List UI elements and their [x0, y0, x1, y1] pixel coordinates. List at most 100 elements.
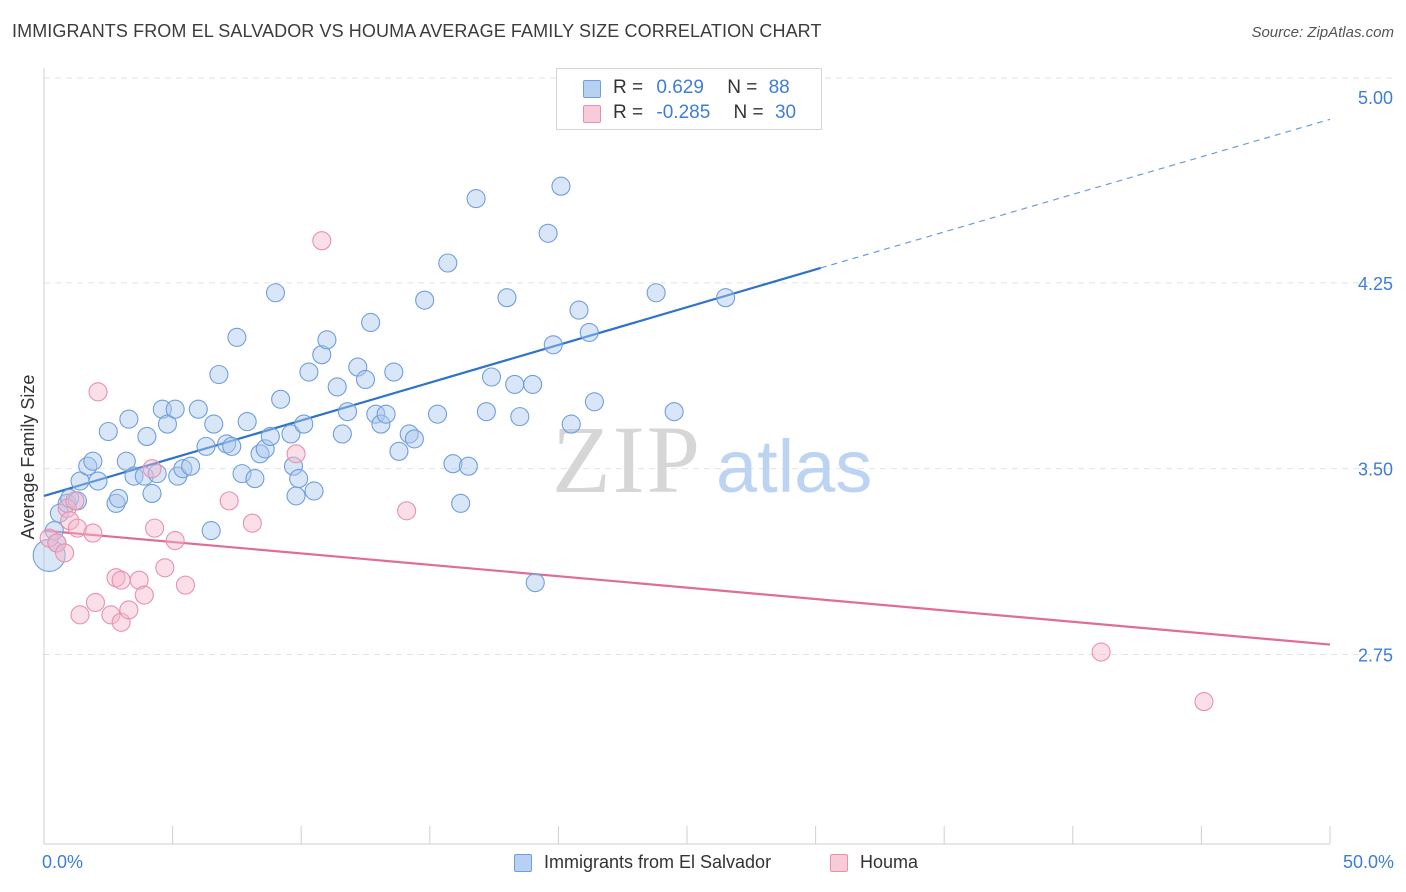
data-point-el-salvador: [543, 335, 563, 355]
data-point-houma: [286, 444, 306, 464]
grid-lines: [44, 77, 1392, 655]
data-point-el-salvador: [289, 469, 309, 489]
data-point-el-salvador: [458, 456, 478, 476]
data-point-el-salvador: [106, 493, 126, 513]
data-point-el-salvador: [376, 404, 396, 424]
r-label: R =: [613, 77, 644, 98]
data-point-el-salvador: [389, 441, 409, 461]
data-point-houma: [129, 570, 149, 590]
data-point-el-salvador: [510, 407, 530, 427]
data-point-el-salvador: [371, 414, 391, 434]
data-point-el-salvador: [404, 429, 424, 449]
data-point-el-salvador: [505, 374, 525, 394]
data-point-el-salvador: [317, 330, 337, 350]
watermark-zip: ZIP: [552, 406, 702, 513]
data-point-el-salvador: [579, 322, 599, 342]
data-point-el-salvador: [119, 409, 139, 429]
data-point-el-salvador: [299, 362, 319, 382]
data-point-el-salvador: [332, 424, 352, 444]
data-point-el-salvador: [538, 223, 558, 243]
data-point-houma: [142, 459, 162, 479]
data-point-houma: [242, 513, 262, 533]
data-point-houma: [88, 382, 108, 402]
n-value: 30: [774, 102, 797, 123]
y-tick-labels: 2.75 3.50 4.25 5.00: [1358, 88, 1393, 666]
data-point-el-salvador: [304, 481, 324, 501]
data-point-el-salvador: [165, 399, 185, 419]
data-point-el-salvador: [584, 392, 604, 412]
data-point-el-salvador: [204, 414, 224, 434]
data-point-el-salvador: [255, 439, 275, 459]
data-point-el-salvador: [327, 377, 347, 397]
data-point-el-salvador: [157, 414, 178, 434]
data-point-el-salvador: [265, 283, 286, 303]
data-point-houma: [111, 570, 131, 590]
data-point-el-salvador: [142, 483, 162, 503]
data-point-houma: [55, 543, 75, 563]
y-tick-label: 4.25: [1358, 274, 1393, 294]
data-point-houma: [83, 523, 103, 543]
data-point-el-salvador: [716, 288, 736, 308]
data-point-el-salvador: [438, 253, 458, 273]
data-point-el-salvador: [569, 300, 589, 320]
data-point-el-salvador: [222, 436, 242, 456]
r-value: 0.629: [656, 77, 704, 98]
correlation-legend: R = 0.629 N = 88 R = -0.285 N = 30: [556, 68, 822, 130]
data-point-el-salvador: [523, 374, 543, 394]
axes: [43, 68, 1331, 845]
data-point-el-salvador: [355, 369, 376, 390]
r-value: -0.285: [656, 102, 711, 123]
data-point-el-salvador: [260, 426, 280, 447]
data-points: [32, 176, 1214, 712]
r-label: R =: [613, 102, 644, 123]
data-point-el-salvador: [173, 459, 193, 479]
data-point-el-salvador: [497, 288, 517, 308]
watermark-atlas: atlas: [716, 425, 872, 508]
data-point-houma: [219, 491, 239, 511]
data-point-el-salvador: [181, 456, 201, 476]
n-label: N =: [727, 77, 758, 98]
legend-swatch-blue: [583, 80, 601, 98]
y-tick-label: 2.75: [1358, 646, 1393, 666]
data-point-houma: [106, 568, 126, 588]
data-point-el-salvador: [124, 466, 144, 486]
data-point-el-salvador: [366, 404, 386, 424]
series-legend: Immigrants from El Salvador Houma: [0, 852, 1406, 876]
data-point-el-salvador: [98, 421, 118, 442]
data-point-el-salvador: [525, 573, 545, 593]
data-point-el-salvador: [443, 454, 463, 474]
data-point-houma: [47, 533, 67, 553]
n-label: N =: [733, 102, 764, 123]
data-point-houma: [175, 575, 196, 595]
data-point-el-salvador: [201, 521, 221, 541]
data-point-el-salvador: [109, 488, 129, 508]
data-point-houma: [101, 605, 121, 625]
data-point-houma: [155, 558, 175, 578]
y-tick-label: 5.00: [1358, 88, 1393, 108]
data-point-el-salvador: [245, 469, 265, 489]
data-point-houma: [119, 600, 139, 620]
data-point-houma: [134, 585, 154, 605]
data-point-el-salvador: [337, 402, 358, 422]
data-point-el-salvador: [646, 283, 666, 303]
data-point-el-salvador: [551, 176, 571, 196]
data-point-houma: [67, 518, 87, 538]
data-point-houma: [60, 511, 80, 531]
data-point-el-salvador: [664, 402, 684, 422]
data-point-el-salvador: [294, 414, 314, 434]
data-point-el-salvador: [427, 404, 448, 424]
data-point-el-salvador: [232, 464, 252, 484]
data-point-houma: [1091, 642, 1111, 662]
legend-label: Houma: [860, 852, 919, 872]
chart-title: IMMIGRANTS FROM EL SALVADOR VS HOUMA AVE…: [12, 21, 822, 41]
x-tick-label-max: 50.0%: [1342, 852, 1394, 872]
x-tick-label-min: 0.0%: [42, 852, 84, 872]
data-point-el-salvador: [116, 451, 136, 471]
legend-swatch-pink: [583, 105, 601, 123]
data-point-el-salvador: [137, 426, 157, 447]
data-point-el-salvador: [188, 399, 208, 419]
data-point-el-salvador: [209, 364, 229, 385]
trend-line-el-salvador-extension: [820, 118, 1331, 269]
data-point-el-salvador: [83, 451, 103, 471]
